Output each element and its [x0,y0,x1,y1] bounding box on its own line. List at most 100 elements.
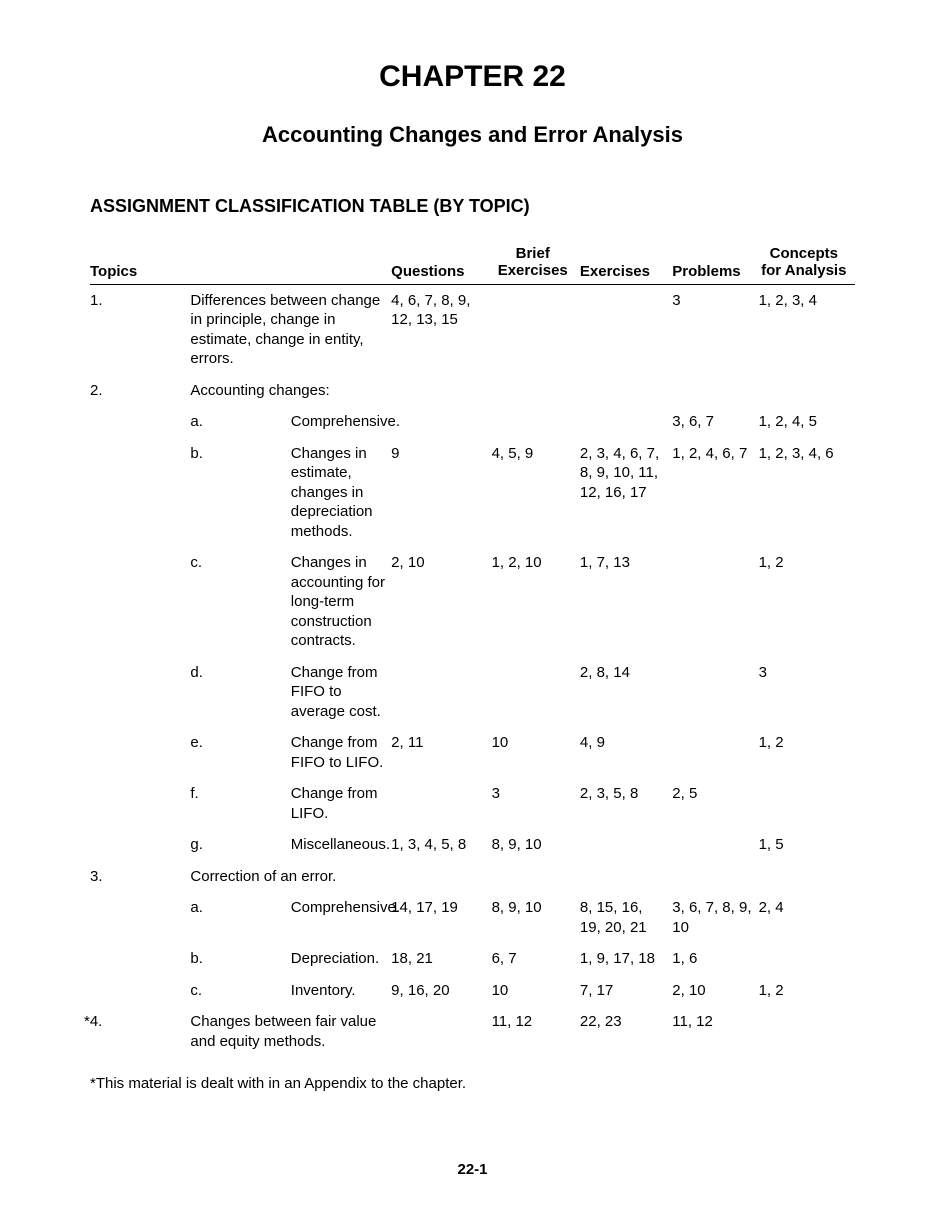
cell-ex: 22, 23 [580,1006,672,1057]
row-letter: a. [190,892,290,943]
topic-text: Miscellaneous. [291,829,391,861]
cell-ex: 4, 9 [580,727,672,778]
topic-text: Inventory. [291,975,391,1007]
cell-q [391,1006,491,1057]
row-number [90,547,190,657]
header-concepts: Concepts for Analysis [759,245,855,284]
cell-ca: 1, 2 [759,727,855,778]
row-letter: a. [190,406,290,438]
cell-q [391,778,491,829]
header-questions: Questions [391,245,491,284]
cell-ca: 1, 2, 4, 5 [759,406,855,438]
cell-ex [580,861,672,893]
topic-text: Changes in estimate, changes in deprecia… [291,438,391,548]
header-brief-line1: Brief [516,245,550,262]
cell-ex [580,284,672,375]
topic-text: Comprehensive. [291,406,391,438]
cell-be [492,861,580,893]
cell-pr: 3, 6, 7, 8, 9, 10 [672,892,758,943]
cell-ex [580,375,672,407]
cell-ca: 1, 2, 3, 4, 6 [759,438,855,548]
table-row: g.Miscellaneous.1, 3, 4, 5, 88, 9, 10 1, … [90,829,855,861]
table-row: 2.Accounting changes: [90,375,855,407]
topic-text: Accounting changes: [190,375,391,407]
row-number [90,657,190,728]
topic-text: Comprehensive. [291,892,391,943]
topic-text: Changes between fair value and equity me… [190,1006,391,1057]
cell-q: 14, 17, 19 [391,892,491,943]
cell-pr: 2, 5 [672,778,758,829]
row-number: 2. [90,375,190,407]
cell-q: 2, 10 [391,547,491,657]
section-heading: ASSIGNMENT CLASSIFICATION TABLE (BY TOPI… [90,196,855,217]
footnote: *This material is dealt with in an Appen… [90,1075,855,1092]
cell-pr: 3 [672,284,758,375]
cell-be: 1, 2, 10 [492,547,580,657]
topic-text: Depreciation. [291,943,391,975]
cell-pr: 1, 6 [672,943,758,975]
cell-q [391,657,491,728]
cell-ca [759,778,855,829]
table-row: *4.Changes between fair value and equity… [90,1006,855,1057]
row-number: 3. [90,861,190,893]
cell-pr [672,861,758,893]
row-letter: c. [190,975,290,1007]
cell-ca [759,861,855,893]
row-number: 1. [90,284,190,375]
row-letter: c. [190,547,290,657]
cell-pr: 2, 10 [672,975,758,1007]
cell-ca: 1, 2 [759,975,855,1007]
table-row: e.Change from FIFO to LIFO.2, 11104, 91,… [90,727,855,778]
header-concepts-line1: Concepts [770,245,838,262]
cell-be: 11, 12 [492,1006,580,1057]
cell-ca [759,943,855,975]
cell-be [492,284,580,375]
cell-ex: 2, 3, 5, 8 [580,778,672,829]
cell-q [391,861,491,893]
topic-text: Change from FIFO to average cost. [291,657,391,728]
row-number [90,975,190,1007]
table-row: 1.Differences between change in principl… [90,284,855,375]
cell-ex: 2, 3, 4, 6, 7, 8, 9, 10, 11, 12, 16, 17 [580,438,672,548]
cell-ca: 1, 2, 3, 4 [759,284,855,375]
cell-be: 6, 7 [492,943,580,975]
cell-q: 9, 16, 20 [391,975,491,1007]
cell-be [492,657,580,728]
cell-q [391,406,491,438]
header-brief-exercises: Brief Exercises [492,245,580,284]
row-number [90,438,190,548]
cell-be: 4, 5, 9 [492,438,580,548]
classification-table: Topics Questions Brief Exercises Exercis… [90,245,855,1057]
cell-q: 2, 11 [391,727,491,778]
cell-ex: 1, 7, 13 [580,547,672,657]
row-letter: b. [190,438,290,548]
topic-text: Correction of an error. [190,861,391,893]
table-row: f.Change from LIFO.32, 3, 5, 82, 5 [90,778,855,829]
row-number [90,829,190,861]
cell-ca [759,375,855,407]
cell-q [391,375,491,407]
cell-be: 8, 9, 10 [492,829,580,861]
page-number: 22-1 [0,1161,945,1178]
topic-text: Differences between change in principle,… [190,284,391,375]
row-letter: b. [190,943,290,975]
cell-pr: 3, 6, 7 [672,406,758,438]
header-exercises: Exercises [580,245,672,284]
cell-be [492,406,580,438]
table-row: d.Change from FIFO to average cost.2, 8,… [90,657,855,728]
row-letter: g. [190,829,290,861]
cell-q: 4, 6, 7, 8, 9, 12, 13, 15 [391,284,491,375]
cell-pr: 1, 2, 4, 6, 7 [672,438,758,548]
cell-pr [672,657,758,728]
row-number [90,727,190,778]
cell-q: 18, 21 [391,943,491,975]
cell-ex: 7, 17 [580,975,672,1007]
cell-ca: 1, 5 [759,829,855,861]
row-number [90,943,190,975]
cell-ex: 2, 8, 14 [580,657,672,728]
chapter-subtitle: Accounting Changes and Error Analysis [90,122,855,148]
cell-ca: 2, 4 [759,892,855,943]
table-row: a.Comprehensive. 3, 6, 71, 2, 4, 5 [90,406,855,438]
cell-pr: 11, 12 [672,1006,758,1057]
cell-q: 1, 3, 4, 5, 8 [391,829,491,861]
